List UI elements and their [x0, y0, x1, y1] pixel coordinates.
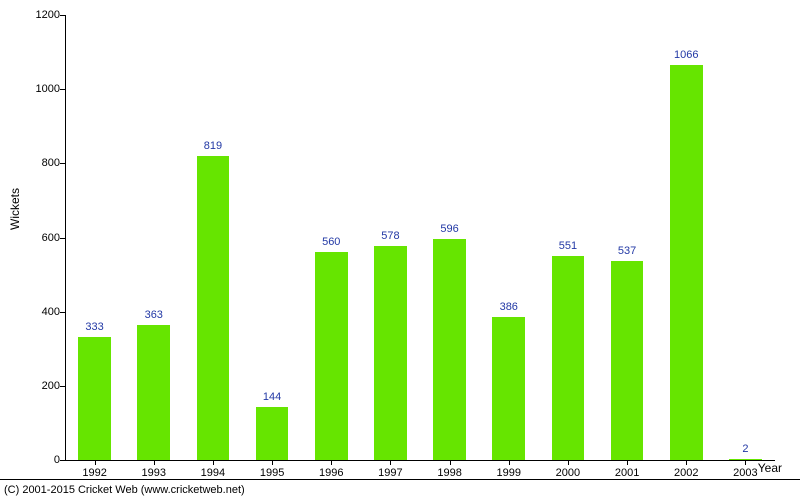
x-tick-label: 2000 — [556, 467, 580, 479]
bar-value-label: 144 — [263, 391, 281, 403]
bar-value-label: 596 — [440, 223, 458, 235]
bar-value-label: 2 — [742, 443, 748, 455]
x-tick-mark — [686, 460, 687, 465]
x-tick-mark — [450, 460, 451, 465]
x-tick-label: 1999 — [497, 467, 521, 479]
x-tick-mark — [568, 460, 569, 465]
x-tick-label: 2002 — [674, 467, 698, 479]
x-axis-line — [65, 460, 775, 461]
bar — [374, 246, 407, 460]
bar-value-label: 363 — [145, 309, 163, 321]
y-tick-label: 1200 — [20, 9, 60, 21]
bar — [137, 325, 170, 460]
bar — [611, 261, 644, 460]
bar-value-label: 537 — [618, 245, 636, 257]
bar-value-label: 819 — [204, 140, 222, 152]
x-tick-label: 1996 — [319, 467, 343, 479]
chart-container: Wickets Year 0 200 400 600 800 1000 1200 333 36… — [0, 0, 800, 500]
bar — [256, 407, 289, 460]
bar — [670, 65, 703, 460]
x-tick-mark — [390, 460, 391, 465]
x-tick-label: 1995 — [260, 467, 284, 479]
bar — [78, 337, 111, 460]
x-tick-mark — [331, 460, 332, 465]
bar — [552, 256, 585, 460]
bar-value-label: 578 — [381, 230, 399, 242]
x-tick-label: 1994 — [201, 467, 225, 479]
x-tick-label: 2003 — [733, 467, 757, 479]
bar-value-label: 551 — [559, 240, 577, 252]
bar-value-label: 560 — [322, 236, 340, 248]
bar-value-label: 1066 — [674, 49, 698, 61]
bar — [315, 252, 348, 460]
y-tick-label: 200 — [20, 380, 60, 392]
plot-area: 333 363 819 144 560 578 596 386 551 537 1066 2 — [65, 15, 775, 460]
x-tick-mark — [95, 460, 96, 465]
x-tick-mark — [509, 460, 510, 465]
x-tick-mark — [213, 460, 214, 465]
y-tick-mark — [60, 460, 65, 461]
footer-text: (C) 2001-2015 Cricket Web (www.cricketwe… — [4, 484, 245, 496]
x-tick-mark — [154, 460, 155, 465]
y-tick-label: 600 — [20, 232, 60, 244]
bar-value-label: 386 — [500, 301, 518, 313]
x-tick-label: 1998 — [437, 467, 461, 479]
x-axis-label: Year — [758, 461, 782, 475]
x-tick-mark — [627, 460, 628, 465]
bar — [492, 317, 525, 460]
x-tick-label: 1997 — [378, 467, 402, 479]
x-tick-label: 2001 — [615, 467, 639, 479]
x-tick-mark — [745, 460, 746, 465]
y-tick-label: 1000 — [20, 83, 60, 95]
bar-value-label: 333 — [85, 321, 103, 333]
y-tick-label: 0 — [20, 454, 60, 466]
y-tick-label: 400 — [20, 306, 60, 318]
x-tick-label: 1993 — [142, 467, 166, 479]
x-tick-label: 1992 — [82, 467, 106, 479]
bar — [433, 239, 466, 460]
x-tick-mark — [272, 460, 273, 465]
footer-divider — [0, 479, 800, 480]
y-tick-label: 800 — [20, 157, 60, 169]
y-axis-label: Wickets — [8, 188, 22, 230]
bar — [197, 156, 230, 460]
